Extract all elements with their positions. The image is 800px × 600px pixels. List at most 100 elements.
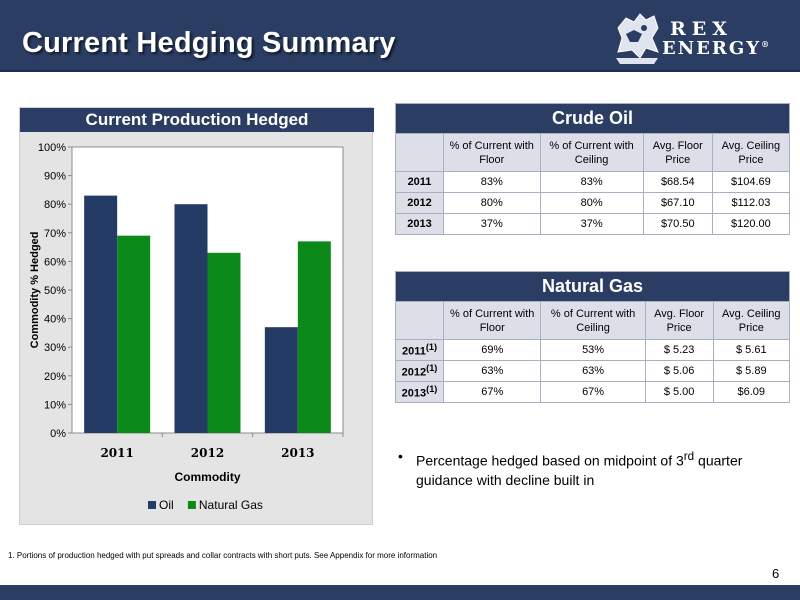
cell-ceiling-pct: 83% (539, 171, 644, 193)
y-tick-label: 20% (44, 371, 66, 383)
column-header-ceiling-price: Avg. Ceiling Price (711, 133, 791, 172)
footnote-marker: (1) (426, 384, 438, 395)
row-year: 2013(1) (395, 381, 444, 403)
legend-swatch-natural-gas (187, 501, 196, 509)
footnote: 1. Portions of production hedged with pu… (8, 551, 438, 560)
y-tick-label: 60% (44, 256, 66, 268)
cell-ceiling-price: $104.69 (711, 171, 791, 193)
cell-ceiling-price: $120.00 (711, 213, 791, 235)
crude-oil-table-title: Crude Oil (395, 103, 790, 134)
logo-text-bottom: ENERGY® (662, 38, 771, 59)
row-year-label: 2011 (401, 345, 426, 358)
cell-floor-pct: 63% (442, 360, 542, 382)
bullet-marker: • (398, 448, 403, 464)
column-header-floor-price: Avg. Floor Price (642, 133, 713, 172)
column-header-ceiling-price: Avg. Ceiling Price (712, 301, 791, 340)
logo-text-energy: ENERGY (662, 38, 762, 59)
y-tick-label: 80% (44, 199, 66, 211)
table-row: 2011(1) 69% 53% $ 5.23 $ 5.61 (395, 339, 791, 361)
footnote-marker: (1) (426, 363, 438, 374)
column-header-floor-pct: % of Current with Floor (443, 133, 541, 172)
cell-floor-price: $ 5.06 (644, 360, 714, 382)
note-superscript: rd (683, 450, 695, 463)
table-row: 2012(1) 63% 63% $ 5.06 $ 5.89 (395, 360, 791, 382)
header-bar: Current Hedging Summary REX ENERGY® (0, 0, 800, 72)
cell-floor-pct: 80% (443, 192, 541, 214)
x-tick-label: 2012 (191, 446, 224, 460)
table-row: 2012 80% 80% $67.10 $112.03 (395, 192, 791, 214)
row-year: 2013 (395, 213, 444, 235)
table-row: 2013 37% 37% $70.50 $120.00 (395, 213, 791, 235)
row-year: 2012(1) (395, 360, 444, 382)
cell-floor-price: $67.10 (642, 192, 713, 214)
cell-ceiling-price: $ 5.89 (712, 360, 791, 382)
cell-floor-pct: 67% (442, 381, 542, 403)
x-tick-label: 2013 (281, 446, 314, 460)
cell-ceiling-pct: 53% (540, 339, 646, 361)
hedge-note-text: Percentage hedged based on midpoint of 3… (416, 447, 786, 490)
cell-ceiling-price: $ 5.61 (712, 339, 791, 361)
natural-gas-table-title: Natural Gas (395, 271, 790, 302)
production-hedged-chart: Current Production Hedged 0% 10% 20% 30% 40%… (19, 107, 374, 525)
footnote-marker: (1) (425, 342, 438, 353)
y-tick-label: 50% (44, 285, 66, 297)
y-tick-label: 10% (44, 399, 66, 411)
legend-swatch-oil (148, 501, 156, 509)
cell-ceiling-pct: 80% (539, 192, 644, 214)
cell-ceiling-pct: 37% (539, 213, 644, 235)
table-corner-cell (395, 133, 444, 172)
cell-floor-price: $ 5.23 (644, 339, 714, 361)
logo-emblem-icon (616, 13, 659, 64)
y-tick-label: 0% (50, 428, 66, 440)
table-row: 2013(1) 67% 67% $ 5.00 $6.09 (395, 381, 791, 403)
x-axis-label: Commodity (175, 470, 241, 484)
bar-natural-gas (117, 235, 151, 433)
bar-oil (84, 195, 118, 433)
row-year: 2012 (395, 192, 444, 214)
note-text-start: Percentage hedged based on midpoint of 3 (416, 452, 684, 469)
y-tick-label: 90% (44, 171, 66, 183)
row-year: 2011 (395, 171, 444, 193)
footer-bar (0, 585, 800, 600)
y-tick-label: 40% (44, 314, 66, 326)
cell-floor-price: $68.54 (642, 171, 713, 193)
table-corner-cell (395, 301, 444, 340)
legend-label: Oil (159, 498, 174, 512)
bar-natural-gas (207, 252, 241, 433)
bar-natural-gas (297, 241, 331, 433)
column-header-floor-price: Avg. Floor Price (644, 301, 714, 340)
bar-oil (174, 204, 208, 433)
cell-floor-pct: 37% (443, 213, 541, 235)
page-number: 6 (772, 566, 780, 581)
column-header-floor-pct: % of Current with Floor (442, 301, 542, 340)
logo-text-top: REX (670, 18, 734, 40)
cell-ceiling-price: $6.09 (712, 381, 791, 403)
cell-ceiling-pct: 67% (540, 381, 646, 403)
cell-floor-pct: 69% (442, 339, 542, 361)
cell-floor-price: $70.50 (642, 213, 713, 235)
bar-oil (264, 327, 298, 433)
row-year: 2011(1) (395, 339, 444, 361)
x-tick-label: 2011 (100, 446, 133, 460)
note-text-end: quarter guidance with decline built in (416, 452, 743, 488)
rex-energy-logo: REX ENERGY® (612, 8, 792, 66)
cell-floor-price: $ 5.00 (644, 381, 714, 403)
row-year-label: 2013 (401, 387, 427, 400)
y-tick-label: 100% (38, 142, 66, 154)
legend-label: Natural Gas (199, 498, 263, 512)
chart-canvas: 0% 10% 20% 30% 40% 50% 60% 70% 80% 90% 100% 2011 201… (29, 142, 344, 512)
logo-registered-mark: ® (761, 39, 772, 49)
y-tick-label: 30% (44, 342, 66, 354)
column-header-ceiling-pct: % of Current with Ceiling (540, 301, 646, 340)
page-title: Current Hedging Summary (22, 27, 396, 59)
y-axis-label: Commodity % Hedged (29, 232, 41, 349)
chart-title: Current Production Hedged (20, 108, 374, 132)
cell-floor-pct: 83% (443, 171, 541, 193)
crude-oil-table: Crude Oil % of Current with Floor % of C… (395, 103, 791, 235)
y-tick-label: 70% (44, 228, 66, 240)
cell-ceiling-price: $112.03 (711, 192, 791, 214)
natural-gas-table: Natural Gas % of Current with Floor % of… (395, 271, 791, 403)
table-row: 2011 83% 83% $68.54 $104.69 (395, 171, 791, 193)
column-header-ceiling-pct: % of Current with Ceiling (539, 133, 644, 172)
row-year-label: 2012 (401, 366, 427, 379)
